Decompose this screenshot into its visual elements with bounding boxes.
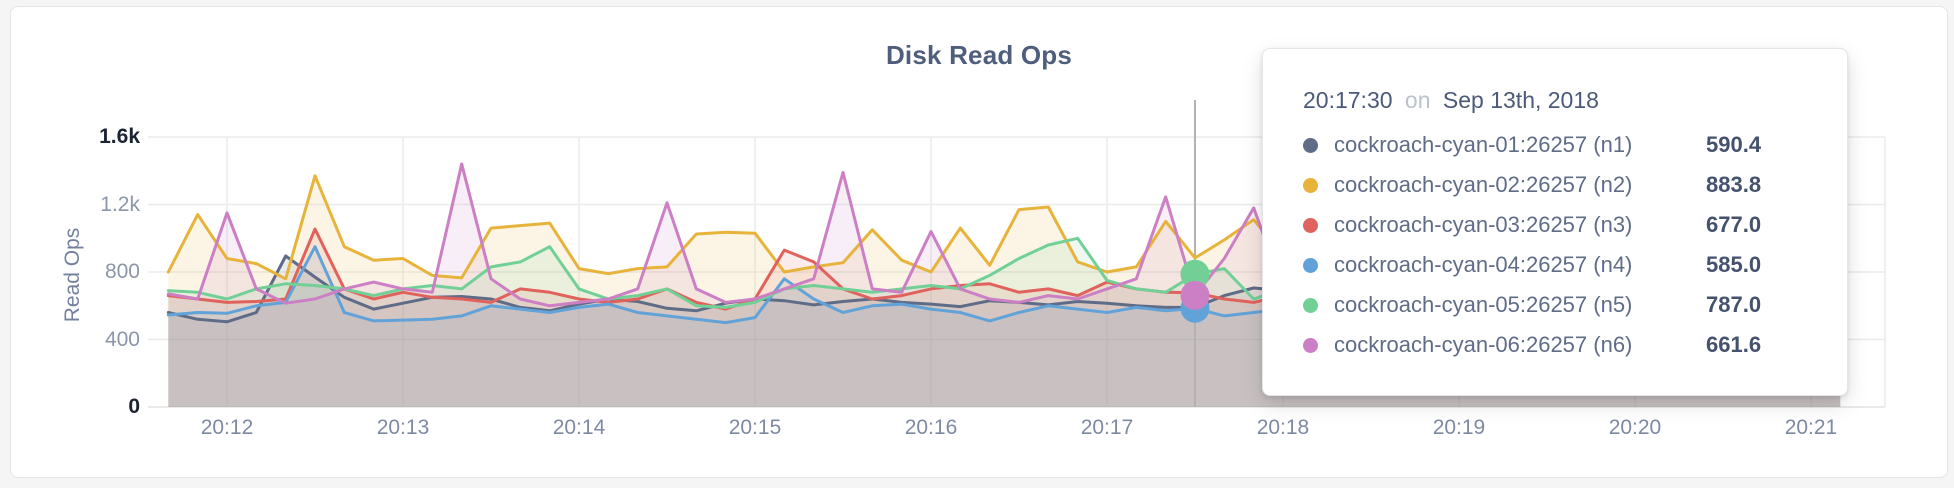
tooltip-series-list: cockroach-cyan-01:26257 (n1) 590.4 cockroa… [1303,125,1807,365]
tooltip-row: cockroach-cyan-02:26257 (n2) 883.8 [1303,165,1807,205]
hover-dot-n6 [1180,280,1210,310]
tooltip-row: cockroach-cyan-01:26257 (n1) 590.4 [1303,125,1807,165]
y-axis-tick: 1.2k [100,192,140,216]
tooltip-series-value: 585.0 [1706,252,1762,277]
x-axis-tick: 20:14 [552,416,606,439]
tooltip-series-value: 677.0 [1706,212,1762,237]
tooltip-row: cockroach-cyan-03:26257 (n3) 677.0 [1303,205,1807,245]
series-color-dot-icon [1303,137,1318,153]
y-axis-tick: 1.6k [99,125,140,148]
tooltip-series-value: 590.4 [1706,132,1762,157]
tooltip-time: 20:17:30 [1303,87,1393,113]
x-axis-tick: 20:13 [376,416,430,439]
tooltip-on-word: on [1404,87,1431,113]
y-axis-tick: 400 [104,327,140,351]
tooltip-date: Sep 13th, 2018 [1442,87,1599,113]
y-axis-tick: 800 [104,260,140,283]
tooltip-series-value: 787.0 [1706,292,1762,317]
tooltip-series-name: cockroach-cyan-03:26257 (n3) [1334,212,1633,237]
y-axis-tick: 0 [128,395,140,418]
tooltip-series-name: cockroach-cyan-05:26257 (n5) [1334,292,1633,317]
tooltip-series-name: cockroach-cyan-02:26257 (n2) [1334,172,1633,197]
x-axis-tick: 20:17 [1080,416,1134,439]
tooltip-series-value: 661.6 [1706,332,1762,357]
x-axis-tick: 20:18 [1256,416,1310,439]
x-axis-tick: 20:20 [1608,416,1662,439]
series-color-dot-icon [1303,257,1318,273]
x-axis-tick: 20:15 [728,416,782,439]
tooltip-series-value: 883.8 [1706,172,1762,197]
series-color-dot-icon [1303,337,1318,353]
x-axis-tick: 20:16 [904,416,958,439]
tooltip-series-name: cockroach-cyan-01:26257 (n1) [1334,132,1633,157]
tooltip-row: cockroach-cyan-04:26257 (n4) 585.0 [1303,245,1807,285]
x-axis-tick: 20:21 [1784,416,1838,439]
tooltip-header: 20:17:30 on Sep 13th, 2018 [1303,85,1807,115]
series-color-dot-icon [1303,177,1318,193]
x-axis-tick: 20:19 [1432,416,1486,439]
tooltip-series-name: cockroach-cyan-06:26257 (n6) [1334,332,1633,357]
hover-tooltip: 20:17:30 on Sep 13th, 2018 cockroach-cya… [1262,48,1848,396]
series-color-dot-icon [1303,217,1318,233]
x-axis-tick: 20:12 [200,416,254,439]
series-color-dot-icon [1303,297,1318,313]
tooltip-row: cockroach-cyan-06:26257 (n6) 661.6 [1303,325,1807,365]
chart-title: Disk Read Ops [885,40,1073,70]
tooltip-series-name: cockroach-cyan-04:26257 (n4) [1334,252,1633,277]
tooltip-row: cockroach-cyan-05:26257 (n5) 787.0 [1303,285,1807,325]
hover-dot-n5 [1180,259,1210,289]
